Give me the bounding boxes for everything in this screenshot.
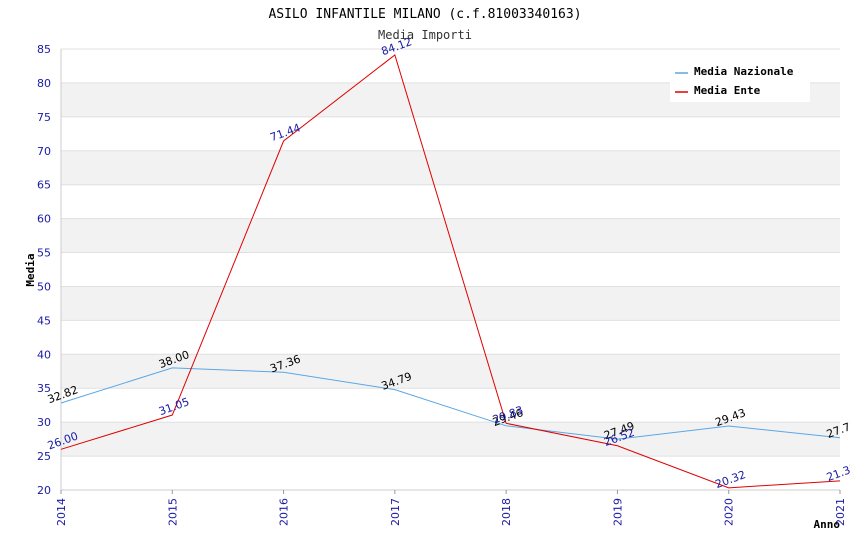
data-label: 21.35	[825, 461, 850, 484]
y-axis-ticks: 20 25 30 35 40 45 50 55 60 65 70 75 80 85	[37, 43, 51, 497]
x-tick-label: 2020	[723, 498, 736, 526]
data-label: 31.05	[157, 395, 191, 418]
grid-band	[61, 150, 840, 185]
x-axis-label: Anno	[814, 518, 841, 531]
grid-band	[61, 354, 840, 389]
legend-box	[670, 60, 810, 102]
y-tick-label: 60	[37, 213, 51, 226]
data-label: 27.71	[825, 418, 850, 441]
y-axis-label: Media	[24, 253, 37, 286]
legend-label-media-nazionale: Media Nazionale	[694, 65, 794, 78]
x-tick-label: 2021	[834, 498, 847, 526]
series-lines	[60, 54, 841, 489]
y-tick-label: 40	[37, 348, 51, 361]
x-tick-label: 2016	[278, 498, 291, 526]
y-tick-label: 55	[37, 247, 51, 260]
y-tick-label: 20	[37, 484, 51, 497]
chart-title: ASILO INFANTILE MILANO (c.f.81003340163)	[268, 7, 581, 22]
data-label: 71.44	[268, 121, 302, 144]
grid-band	[61, 218, 840, 253]
y-tick-label: 45	[37, 314, 51, 327]
x-tick-label: 2015	[166, 498, 179, 526]
legend: Media Nazionale Media Ente	[670, 60, 810, 102]
legend-label-media-ente: Media Ente	[694, 84, 761, 97]
y-tick-label: 35	[37, 382, 51, 395]
y-tick-label: 85	[37, 43, 51, 56]
y-tick-label: 25	[37, 450, 51, 463]
y-tick-label: 65	[37, 179, 51, 192]
x-tick-label: 2019	[611, 498, 624, 526]
series-line-1	[60, 54, 841, 489]
grid-band	[61, 286, 840, 321]
x-axis-ticks: 2014 2015 2016 2017 2018 2019 2020 2021	[55, 490, 847, 526]
x-tick-label: 2018	[500, 498, 513, 526]
x-tick-label: 2014	[55, 498, 68, 526]
x-tick-label: 2017	[389, 498, 402, 526]
chart-subtitle: Media Importi	[378, 28, 472, 42]
y-tick-label: 70	[37, 145, 51, 158]
y-tick-label: 75	[37, 111, 51, 124]
y-tick-label: 50	[37, 280, 51, 293]
y-tick-label: 30	[37, 416, 51, 429]
y-tick-label: 80	[37, 77, 51, 90]
